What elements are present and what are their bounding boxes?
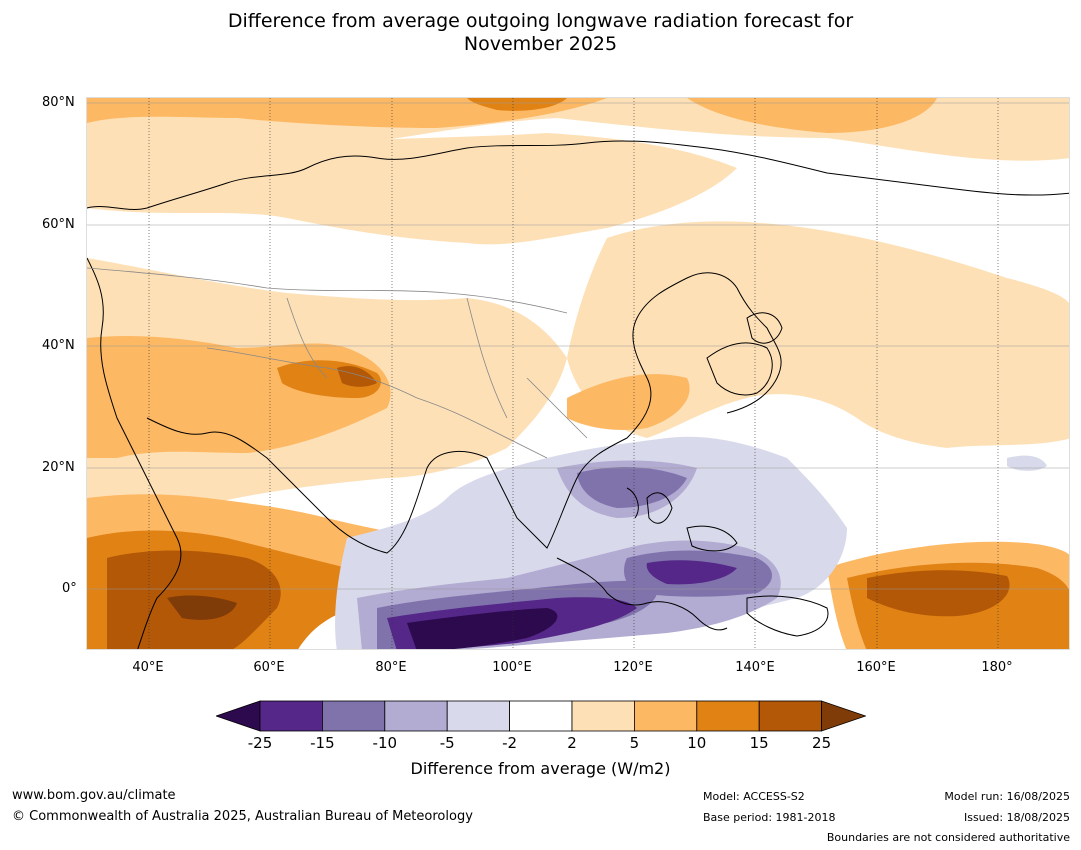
- colorbar-segment: [571, 700, 635, 732]
- colorbar-extend-high: [821, 700, 866, 732]
- model-text: Model: ACCESS-S2: [703, 790, 805, 803]
- copyright-text: © Commonwealth of Australia 2025, Austra…: [12, 809, 473, 824]
- colorbar-tick-label: -2: [502, 734, 518, 752]
- colorbar-label: Difference from average (W/m2): [410, 759, 671, 778]
- website-text: www.bom.gov.au/climate: [12, 788, 176, 803]
- lat-label-0: 0°: [62, 581, 77, 596]
- colorbar-segment: [446, 700, 510, 732]
- lon-label-180: 180°: [981, 660, 1013, 675]
- colorbar-tick-label: 25: [812, 734, 832, 752]
- model-run-text: Model run: 16/08/2025: [944, 790, 1070, 803]
- colorbar: [216, 700, 866, 732]
- colorbar-tick-label: -5: [439, 734, 455, 752]
- lat-label-60n: 60°N: [42, 217, 75, 232]
- disclaimer-text: Boundaries are not considered authoritat…: [826, 831, 1070, 844]
- colorbar-segment: [758, 700, 823, 732]
- colorbar-tick-label: -10: [372, 734, 398, 752]
- colorbar-segment: [696, 700, 760, 732]
- colorbar-tick-label: 15: [749, 734, 769, 752]
- title-line-2: November 2025: [463, 33, 618, 55]
- colorbar-tick-label: -25: [247, 734, 273, 752]
- colorbar-tick-label: -15: [310, 734, 335, 752]
- lon-label-100e: 100°E: [492, 660, 532, 675]
- colorbar-segment: [633, 700, 698, 732]
- colorbar-segment: [322, 700, 386, 732]
- lat-label-20n: 20°N: [42, 460, 75, 475]
- issued-text: Issued: 18/08/2025: [963, 811, 1070, 824]
- country-borders: [87, 267, 588, 459]
- colorbar-segment: [259, 700, 323, 732]
- lat-label-40n: 40°N: [42, 338, 75, 353]
- base-period-text: Base period: 1981-2018: [703, 811, 836, 824]
- lon-label-40e: 40°E: [132, 660, 164, 675]
- colorbar-tick-label: 2: [567, 734, 577, 752]
- colorbar-extend-low: [216, 700, 261, 732]
- lat-label-80n: 80°N: [42, 95, 75, 110]
- lon-label-140e: 140°E: [735, 660, 775, 675]
- map-title: Difference from average outgoing longwav…: [0, 10, 1081, 56]
- lon-label-160e: 160°E: [856, 660, 896, 675]
- lon-label-60e: 60°E: [253, 660, 285, 675]
- graticule: [87, 102, 1069, 590]
- lon-label-120e: 120°E: [613, 660, 653, 675]
- colorbar-tick-label: 10: [687, 734, 707, 752]
- lon-label-80e: 80°E: [375, 660, 407, 675]
- title-line-1: Difference from average outgoing longwav…: [227, 10, 854, 32]
- olr-anomaly-map: [86, 97, 1070, 650]
- colorbar-segment: [384, 700, 448, 732]
- map-svg: [87, 98, 1069, 649]
- anomaly-fields: [87, 98, 1069, 649]
- meridians: [148, 98, 999, 649]
- colorbar-tick-label: 5: [629, 734, 640, 752]
- coastlines: [87, 140, 1069, 649]
- colorbar-segment: [509, 700, 573, 732]
